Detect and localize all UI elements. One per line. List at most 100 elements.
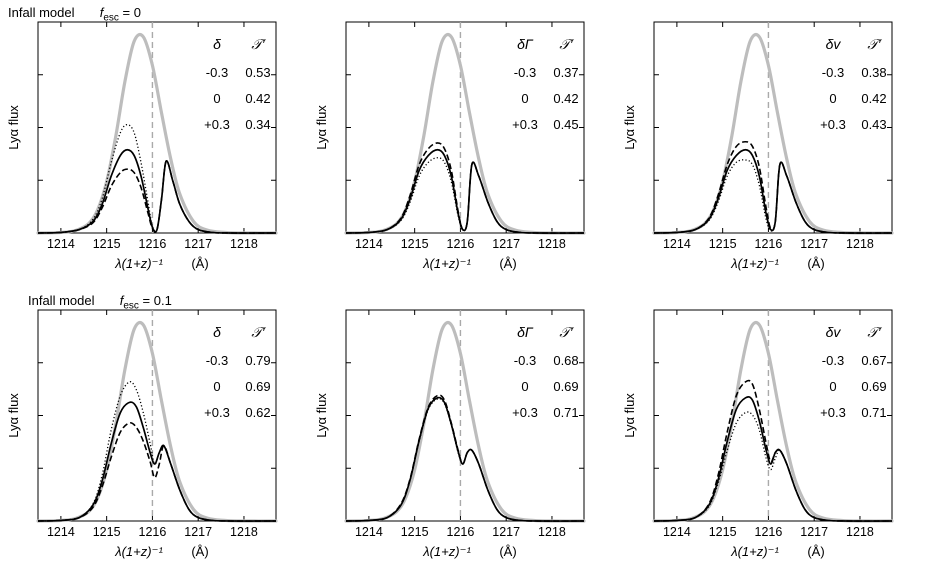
- plot-frame: [653, 21, 893, 234]
- series-intrinsic-line: [652, 321, 894, 523]
- fesc-symbol: f: [119, 293, 124, 308]
- series-dotted-line: [37, 381, 277, 522]
- plot-frame: [37, 309, 277, 522]
- table-cell-param-value: +0.3: [512, 405, 538, 420]
- fesc-value: = 0.1: [142, 293, 172, 308]
- x-tick-label: 1217: [184, 237, 212, 251]
- table-cell-param-value: 0: [213, 379, 220, 394]
- x-axis-unit: (Å): [499, 544, 516, 559]
- table-header-param: δΓ: [517, 324, 534, 340]
- table-cell-param-value: -0.3: [822, 353, 844, 368]
- table-cell-transmission-value: 0.79: [245, 353, 270, 368]
- x-tick-label: 1215: [709, 525, 737, 539]
- table-header-transmission: 𝒯′: [867, 36, 882, 52]
- y-axis-label: Lyα flux: [6, 105, 21, 150]
- table-cell-param-value: +0.3: [204, 117, 230, 132]
- y-axis-label: Lyα flux: [6, 393, 21, 438]
- series-intrinsic-line: [36, 321, 278, 523]
- x-axis-label: λ(1+z)⁻¹: [730, 544, 779, 559]
- x-tick-label: 1214: [355, 237, 383, 251]
- table-cell-param-value: +0.3: [820, 405, 846, 420]
- x-axis-label: λ(1+z)⁻¹: [730, 256, 779, 271]
- y-axis-label: Lyα flux: [314, 393, 329, 438]
- x-tick-label: 1218: [230, 525, 258, 539]
- row-title-bottom: Infall model fesc = 0.1: [28, 293, 172, 312]
- table-cell-param-value: +0.3: [820, 117, 846, 132]
- x-axis-label: λ(1+z)⁻¹: [114, 256, 163, 271]
- model-label: Infall model: [28, 293, 95, 308]
- plot-frame: [345, 21, 585, 234]
- table-cell-transmission-value: 0.45: [553, 117, 578, 132]
- x-tick-label: 1217: [800, 525, 828, 539]
- table-cell-transmission-value: 0.42: [553, 91, 578, 106]
- series-dashed-line: [37, 421, 277, 522]
- x-tick-label: 1217: [492, 525, 520, 539]
- x-axis-unit: (Å): [807, 256, 824, 271]
- plot-frame: [653, 309, 893, 522]
- table-cell-transmission-value: 0.68: [553, 353, 578, 368]
- x-tick-label: 1217: [492, 237, 520, 251]
- x-axis-label: λ(1+z)⁻¹: [422, 256, 471, 271]
- panel-0-2: 1214 1215 1216 1217 1218 Lyα flux λ(1+z)⁻¹ (Å) δ…: [622, 21, 894, 271]
- panel-1-1: 1214 1215 1216 1217 1218 Lyα flux λ(1+z)⁻¹ (Å) δ…: [314, 309, 586, 559]
- table-header-param: δ: [213, 324, 221, 340]
- table-header-transmission: 𝒯′: [867, 324, 882, 340]
- series-dashed-line: [37, 160, 277, 234]
- table-cell-transmission-value: 0.69: [553, 379, 578, 394]
- series-dotted-line: [37, 123, 277, 234]
- x-tick-label: 1215: [93, 237, 121, 251]
- table-cell-transmission-value: 0.53: [245, 65, 270, 80]
- panel-0-0: 1214 1215 1216 1217 1218 Lyα flux λ(1+z)⁻¹ (Å) δ…: [6, 21, 278, 271]
- series-solid-line: [345, 148, 585, 234]
- table-cell-param-value: -0.3: [514, 65, 536, 80]
- series-solid-line: [345, 396, 585, 522]
- x-axis-unit: (Å): [191, 256, 208, 271]
- table-cell-transmission-value: 0.67: [861, 353, 886, 368]
- table-cell-transmission-value: 0.71: [861, 405, 886, 420]
- table-cell-transmission-value: 0.69: [245, 379, 270, 394]
- series-dotted-line: [345, 157, 585, 234]
- table-cell-param-value: +0.3: [512, 117, 538, 132]
- table-cell-param-value: -0.3: [206, 65, 228, 80]
- series-intrinsic-line: [652, 33, 894, 235]
- fesc-symbol: f: [99, 5, 104, 20]
- x-tick-label: 1216: [755, 525, 783, 539]
- table-cell-transmission-value: 0.62: [245, 405, 270, 420]
- table-cell-transmission-value: 0.42: [861, 91, 886, 106]
- x-tick-label: 1216: [139, 237, 167, 251]
- x-tick-label: 1218: [846, 237, 874, 251]
- y-axis-label: Lyα flux: [622, 393, 637, 438]
- fesc-subscript: esc: [103, 12, 119, 24]
- table-cell-param-value: 0: [829, 379, 836, 394]
- x-tick-label: 1215: [709, 237, 737, 251]
- plot-frame: [345, 309, 585, 522]
- table-header-param: δv: [826, 36, 842, 52]
- table-header-param: δΓ: [517, 36, 534, 52]
- x-tick-label: 1216: [139, 525, 167, 539]
- table-cell-param-value: 0: [213, 91, 220, 106]
- plot-frame: [37, 21, 277, 234]
- series-solid-line: [37, 148, 277, 234]
- panel-1-0: 1214 1215 1216 1217 1218 Lyα flux λ(1+z)⁻¹ (Å) δ…: [6, 309, 278, 559]
- series-solid-line: [653, 148, 893, 234]
- x-tick-label: 1214: [47, 525, 75, 539]
- table-cell-transmission-value: 0.42: [245, 91, 270, 106]
- row-title-top: Infall model fesc = 0: [8, 5, 141, 24]
- series-dashed-line: [653, 140, 893, 234]
- x-tick-label: 1218: [230, 237, 258, 251]
- x-tick-label: 1218: [538, 237, 566, 251]
- series-dotted-line: [653, 411, 893, 522]
- x-tick-label: 1217: [184, 525, 212, 539]
- series-intrinsic-line: [344, 33, 586, 235]
- series-solid-line: [37, 401, 277, 522]
- y-axis-label: Lyα flux: [622, 105, 637, 150]
- x-axis-unit: (Å): [499, 256, 516, 271]
- table-cell-transmission-value: 0.43: [861, 117, 886, 132]
- series-dashed-line: [345, 142, 585, 234]
- x-tick-label: 1215: [401, 525, 429, 539]
- table-cell-transmission-value: 0.38: [861, 65, 886, 80]
- series-dashed-line: [653, 379, 893, 522]
- table-cell-transmission-value: 0.71: [553, 405, 578, 420]
- table-header-transmission: 𝒯′: [559, 36, 574, 52]
